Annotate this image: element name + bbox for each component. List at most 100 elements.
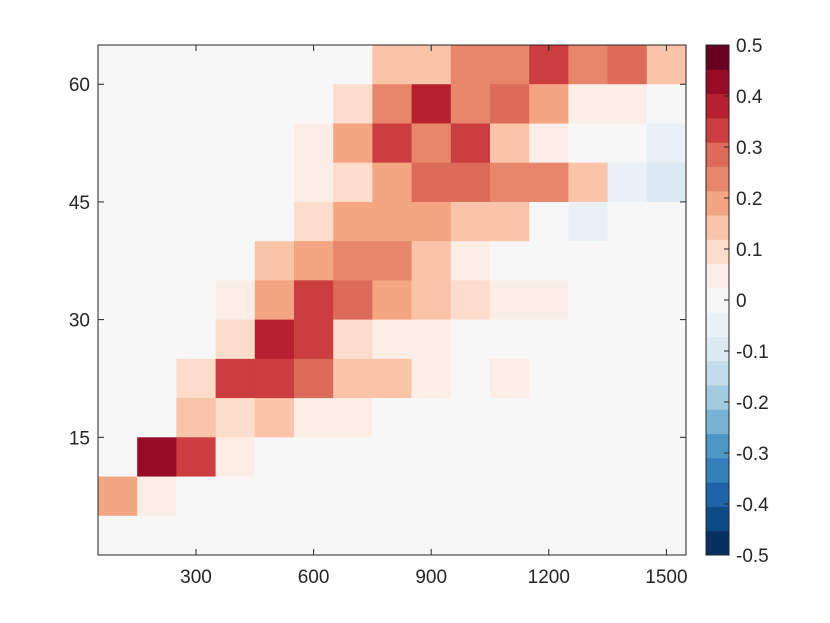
heatmap-cell xyxy=(646,162,687,203)
heatmap-cell xyxy=(294,515,334,556)
heatmap-cell xyxy=(529,437,569,478)
heatmap-cell xyxy=(607,515,648,556)
heatmap-cell xyxy=(411,162,452,203)
colorbar-tick-label: 0.4 xyxy=(736,87,763,108)
heatmap-cell xyxy=(372,437,413,478)
heatmap-cell xyxy=(568,280,609,321)
heatmap-cell xyxy=(646,476,687,517)
heatmap-cell xyxy=(137,515,177,556)
heatmap-cell xyxy=(254,358,295,399)
heatmap-cell xyxy=(137,241,177,281)
heatmap-cell xyxy=(490,358,530,399)
colorbar-segment xyxy=(706,336,729,362)
heatmap-cell xyxy=(568,241,609,281)
heatmap-cell xyxy=(568,476,609,517)
heatmap-cell xyxy=(529,201,569,242)
heatmap-cell xyxy=(98,476,138,517)
heatmap-cell xyxy=(411,515,452,556)
heatmap-cell xyxy=(215,476,256,517)
heatmap-cell xyxy=(333,319,373,360)
heatmap-cell xyxy=(646,241,687,281)
heatmap-cell xyxy=(176,241,217,281)
y-tick-label: 60 xyxy=(69,75,90,96)
heatmap-cell xyxy=(372,162,413,203)
heatmap-cell xyxy=(450,398,491,438)
heatmap-cell xyxy=(411,319,452,360)
heatmap-cell xyxy=(98,123,138,164)
heatmap-cell xyxy=(411,45,452,85)
x-axis-ticks: 300 600 900 1200 1500 xyxy=(180,45,688,588)
heatmap-cell xyxy=(490,437,530,478)
heatmap-cell xyxy=(333,280,373,321)
heatmap-cell xyxy=(254,476,295,517)
heatmap-cell xyxy=(529,241,569,281)
heatmap-cell xyxy=(215,515,256,556)
heatmap-cell xyxy=(372,476,413,517)
heatmap-cell xyxy=(98,515,138,556)
heatmap-cell xyxy=(490,476,530,517)
y-axis-ticks: 15 30 45 60 xyxy=(69,75,686,449)
y-tick-label: 15 xyxy=(69,428,90,449)
heatmap-cell xyxy=(568,398,609,438)
heatmap-cell xyxy=(607,84,648,125)
heatmap-cell xyxy=(411,123,452,164)
heatmap-cell xyxy=(607,162,648,203)
heatmap-cell xyxy=(607,398,648,438)
heatmap-cell xyxy=(137,162,177,203)
heatmap-cell xyxy=(176,201,217,242)
colorbar-segment xyxy=(706,166,729,192)
heatmap-cell xyxy=(529,319,569,360)
heatmap-cell xyxy=(254,319,295,360)
heatmap-cell xyxy=(646,319,687,360)
heatmap-cell xyxy=(137,201,177,242)
heatmap-cell xyxy=(450,45,491,85)
heatmap-cell xyxy=(372,241,413,281)
heatmap-cell xyxy=(372,201,413,242)
heatmap-cell xyxy=(607,437,648,478)
x-tick-label: 1500 xyxy=(645,567,687,588)
heatmap-cell xyxy=(176,515,217,556)
heatmap-cell xyxy=(568,319,609,360)
colorbar-segment xyxy=(706,45,729,70)
heatmap-cell xyxy=(294,123,334,164)
colorbar-segment xyxy=(706,360,729,386)
heatmap-cell xyxy=(137,45,177,85)
heatmap-cell xyxy=(215,45,256,85)
heatmap-cell xyxy=(646,201,687,242)
heatmap-cell xyxy=(98,319,138,360)
heatmap-cell xyxy=(294,358,334,399)
heatmap-cell xyxy=(529,280,569,321)
y-tick-label: 30 xyxy=(69,311,90,332)
heatmap-cell xyxy=(176,319,217,360)
heatmap-cell xyxy=(294,241,334,281)
colorbar-segment xyxy=(706,433,729,459)
heatmap-cell xyxy=(176,437,217,478)
heatmap-cell xyxy=(137,84,177,125)
heatmap-cell xyxy=(215,84,256,125)
heatmap-cell xyxy=(411,358,452,399)
x-tick-label: 1200 xyxy=(528,567,570,588)
heatmap-cell xyxy=(333,476,373,517)
heatmap-cell xyxy=(411,84,452,125)
heatmap-cell xyxy=(529,45,569,85)
heatmap-cell xyxy=(176,123,217,164)
heatmap-cell xyxy=(490,84,530,125)
colorbar-tick-label: 0 xyxy=(736,291,747,312)
heatmap-cell xyxy=(607,319,648,360)
heatmap-cell xyxy=(372,280,413,321)
heatmap-cell xyxy=(568,84,609,125)
heatmap-cell xyxy=(137,398,177,438)
heatmap-cell xyxy=(568,162,609,203)
heatmap-cell xyxy=(450,280,491,321)
x-tick-label: 900 xyxy=(415,567,447,588)
heatmap-cell xyxy=(490,45,530,85)
heatmap-cell xyxy=(294,398,334,438)
heatmap-cell xyxy=(294,280,334,321)
heatmap-cell xyxy=(607,45,648,85)
heatmap-cell xyxy=(333,201,373,242)
colorbar-tick-label: 0.3 xyxy=(736,138,762,159)
colorbar-tick-label: -0.4 xyxy=(736,495,769,516)
heatmap-cell xyxy=(607,476,648,517)
x-tick-label: 600 xyxy=(298,567,330,588)
heatmap-cell xyxy=(372,398,413,438)
